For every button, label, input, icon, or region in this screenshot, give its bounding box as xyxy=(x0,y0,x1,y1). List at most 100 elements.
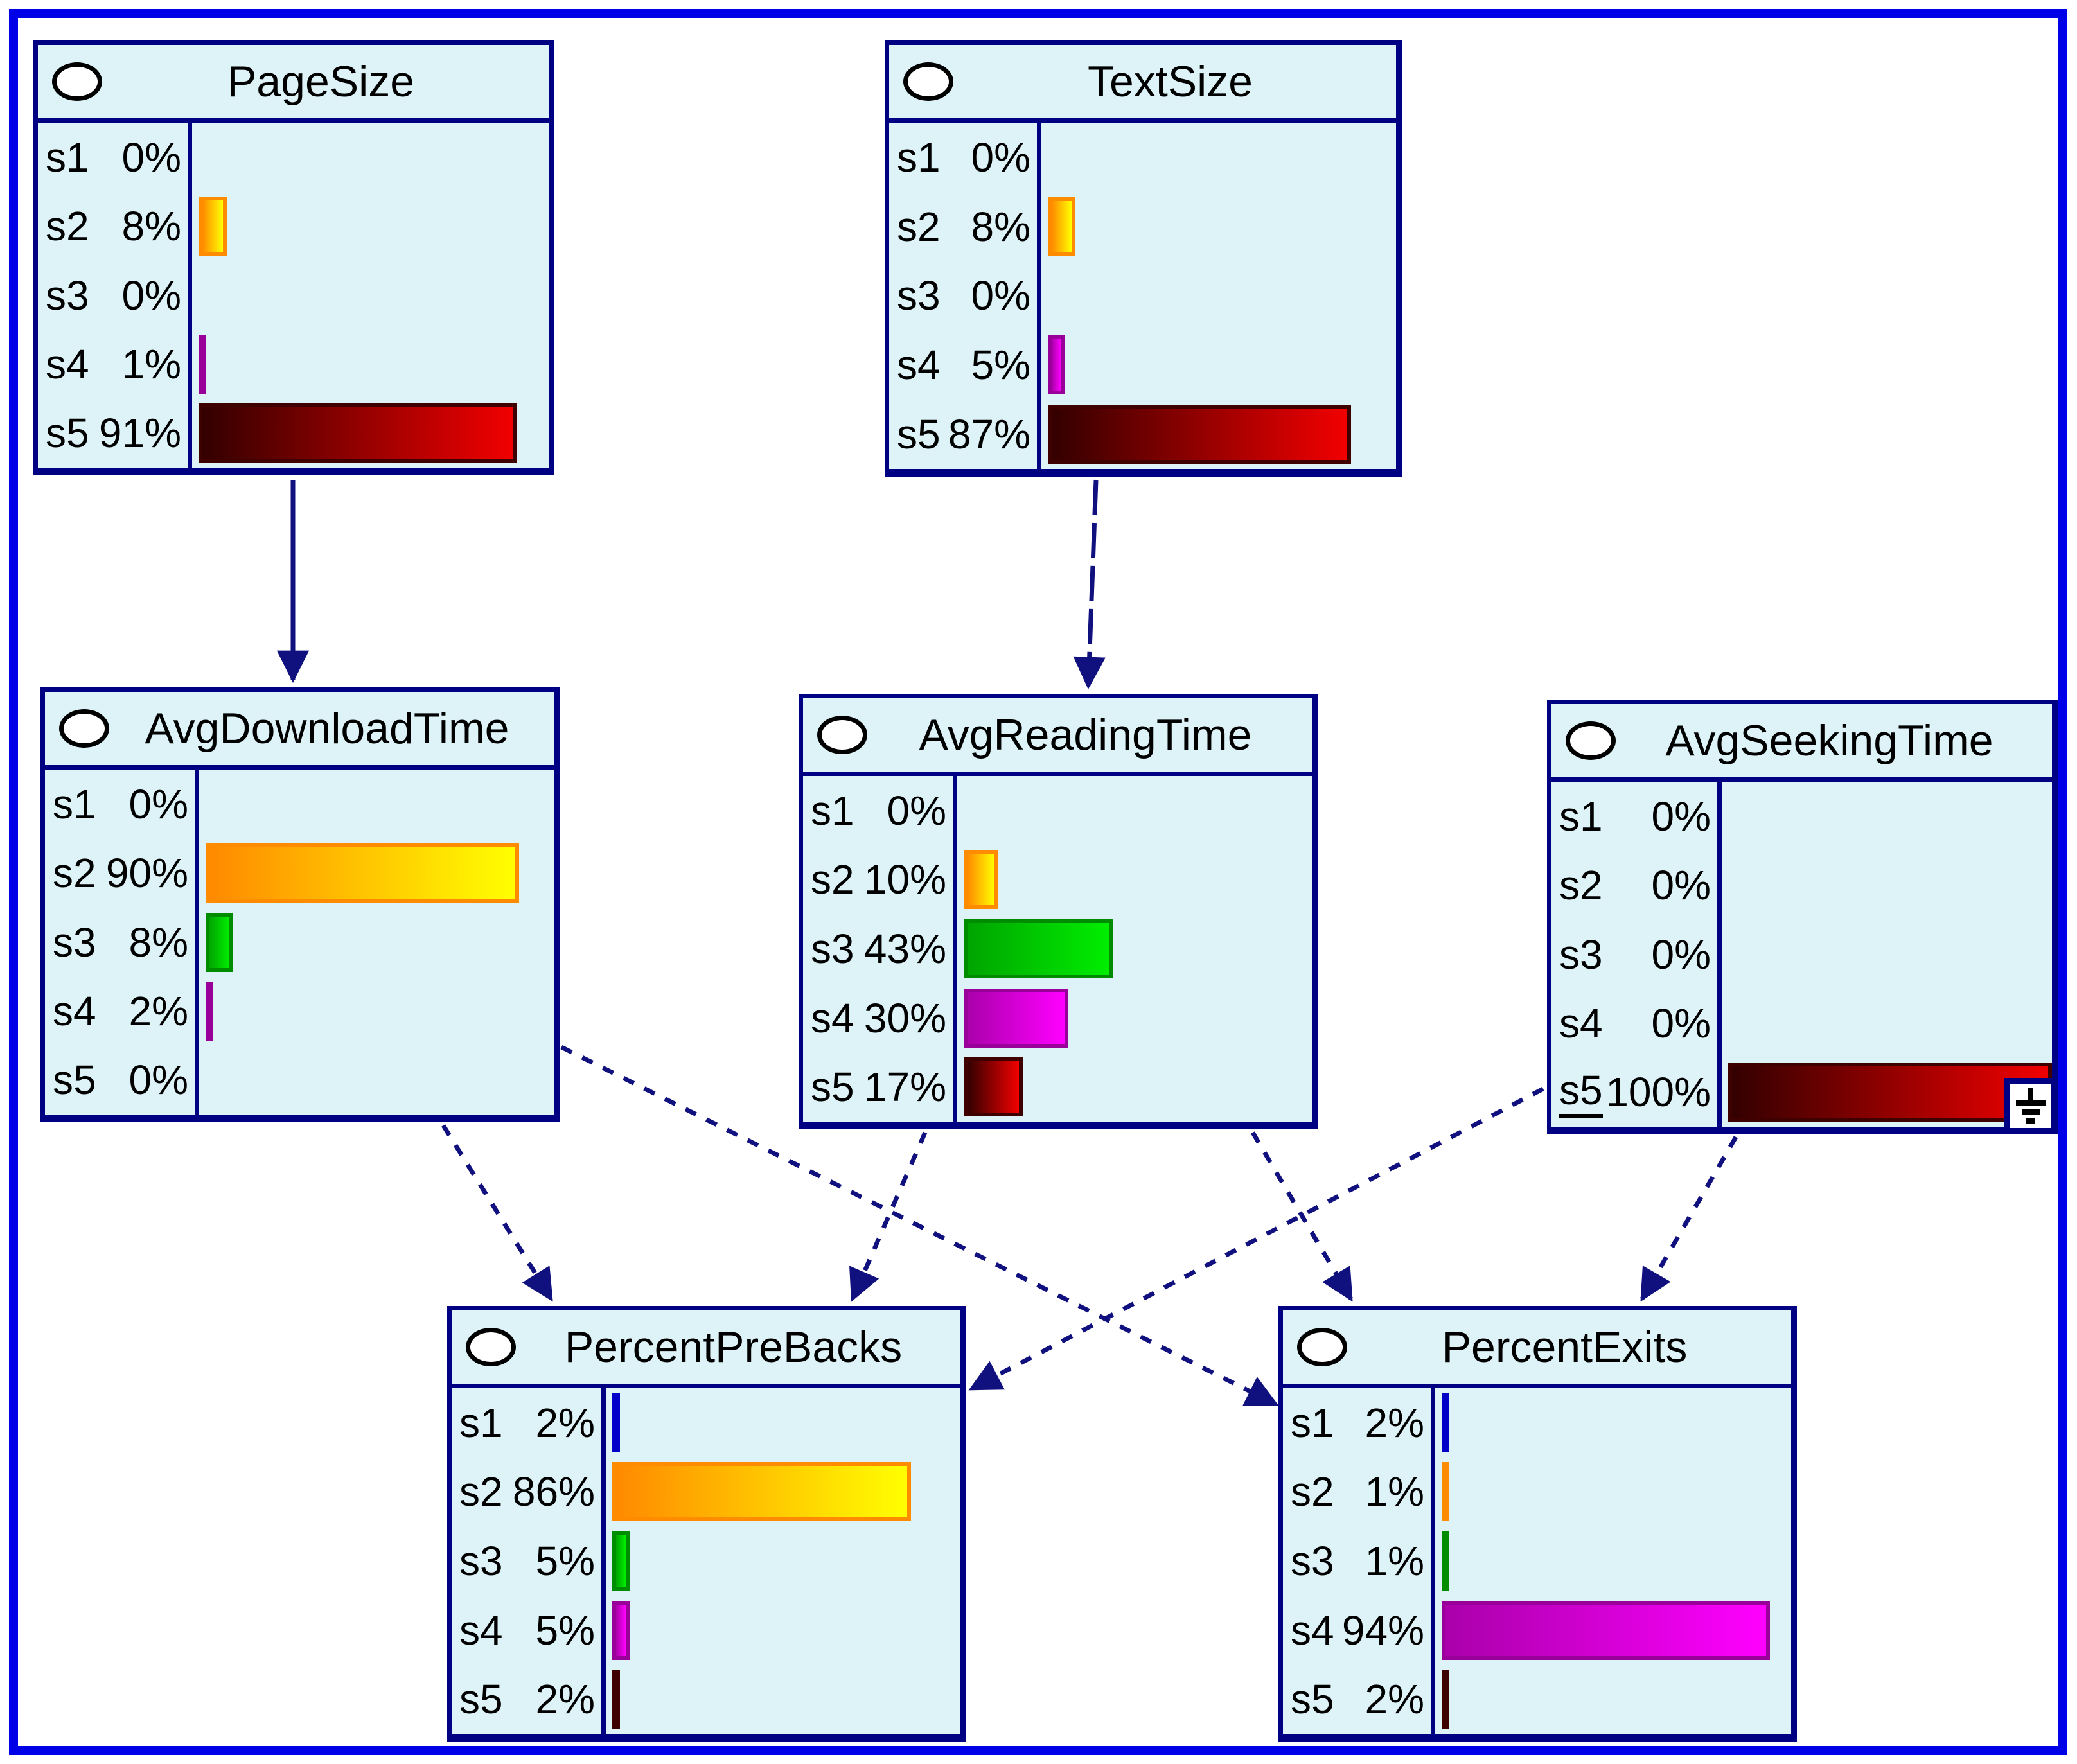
bar-row-s3[interactable] xyxy=(606,1526,960,1596)
state-row-s2[interactable]: s2 1% xyxy=(1283,1458,1431,1527)
probability-bar-s2[interactable] xyxy=(1048,197,1076,256)
bar-row-s3[interactable] xyxy=(192,261,549,330)
state-row-s2[interactable]: s2 0% xyxy=(1551,851,1717,919)
bar-row-s4[interactable] xyxy=(199,976,554,1045)
state-row-s5[interactable]: s5 2% xyxy=(1283,1664,1431,1734)
state-row-s4[interactable]: s4 1% xyxy=(38,330,188,398)
state-row-s5[interactable]: s5 2% xyxy=(452,1664,601,1734)
probability-bar-s4[interactable] xyxy=(199,334,206,394)
state-row-s4[interactable]: s4 30% xyxy=(803,983,953,1053)
node-textsize[interactable]: TextSize s1 0% s2 8% s3 0% s4 5% s5 87% xyxy=(885,40,1402,477)
probability-bar-s2[interactable] xyxy=(199,197,227,256)
node-avgreadingtime[interactable]: AvgReadingTime s1 0% s2 10% s3 43% s4 30% s5 17% xyxy=(799,694,1318,1129)
bar-row-s2[interactable] xyxy=(1435,1458,1791,1527)
node-pagesize[interactable]: PageSize s1 0% s2 8% s3 0% s4 1% s5 91% xyxy=(33,40,554,475)
bar-row-s4[interactable] xyxy=(957,983,1312,1053)
bar-row-s2[interactable] xyxy=(199,838,554,907)
probability-bar-s5[interactable] xyxy=(199,403,517,463)
bar-row-s5[interactable] xyxy=(199,1046,554,1115)
bar-row-s2[interactable] xyxy=(192,191,549,260)
bar-row-s3[interactable] xyxy=(199,908,554,976)
node-percentexits[interactable]: PercentExits s1 2% s2 1% s3 1% s4 94% s5 2% xyxy=(1278,1306,1797,1742)
state-row-s4[interactable]: s4 5% xyxy=(452,1596,601,1665)
probability-bar-s1[interactable] xyxy=(612,1393,620,1452)
state-row-s5[interactable]: s5 87% xyxy=(889,400,1037,469)
probability-bar-s4[interactable] xyxy=(964,988,1068,1048)
probability-bar-s5[interactable] xyxy=(1442,1670,1449,1729)
state-row-s4[interactable]: s4 0% xyxy=(1551,989,1717,1057)
state-row-s2[interactable]: s2 90% xyxy=(45,838,195,907)
probability-bar-s3[interactable] xyxy=(1442,1531,1449,1591)
state-row-s1[interactable]: s1 0% xyxy=(803,776,953,845)
bar-row-s3[interactable] xyxy=(1435,1526,1791,1596)
state-row-s1[interactable]: s1 2% xyxy=(1283,1388,1431,1458)
bar-row-s2[interactable] xyxy=(1041,192,1396,261)
probability-bar-s5[interactable] xyxy=(1048,405,1351,464)
probability-bar-s5[interactable] xyxy=(612,1670,620,1729)
bar-row-s4[interactable] xyxy=(1435,1596,1791,1665)
bar-row-s3[interactable] xyxy=(1041,261,1396,331)
probability-bar-s4[interactable] xyxy=(1048,335,1066,395)
state-row-s3[interactable]: s3 43% xyxy=(803,914,953,983)
bar-row-s3[interactable] xyxy=(957,914,1312,983)
bar-row-s1[interactable] xyxy=(1041,123,1396,192)
state-row-s1[interactable]: s1 0% xyxy=(38,123,188,191)
bar-row-s4[interactable] xyxy=(1722,989,2052,1057)
bar-row-s5[interactable] xyxy=(1435,1664,1791,1734)
state-row-s2[interactable]: s2 86% xyxy=(452,1458,601,1527)
bar-row-s5[interactable] xyxy=(1722,1058,2052,1127)
bar-row-s5[interactable] xyxy=(192,399,549,468)
state-row-s3[interactable]: s3 0% xyxy=(1551,920,1717,989)
bar-row-s4[interactable] xyxy=(606,1596,960,1665)
state-row-s3[interactable]: s3 1% xyxy=(1283,1526,1431,1596)
bar-row-s1[interactable] xyxy=(606,1388,960,1458)
probability-bar-s2[interactable] xyxy=(612,1462,912,1522)
bar-row-s2[interactable] xyxy=(606,1458,960,1527)
bar-row-s5[interactable] xyxy=(606,1664,960,1734)
node-avgdownloadtime[interactable]: AvgDownloadTime s1 0% s2 90% s3 8% s4 2% s5 0% xyxy=(40,687,560,1122)
state-row-s3[interactable]: s3 0% xyxy=(889,261,1037,331)
state-row-s5[interactable]: s5 100% xyxy=(1551,1058,1717,1127)
state-row-s2[interactable]: s2 8% xyxy=(38,191,188,260)
bar-row-s1[interactable] xyxy=(192,123,549,191)
bar-row-s4[interactable] xyxy=(1041,330,1396,400)
bar-row-s1[interactable] xyxy=(199,770,554,838)
state-row-s4[interactable]: s4 2% xyxy=(45,976,195,1045)
bar-row-s1[interactable] xyxy=(1722,782,2052,851)
state-row-s1[interactable]: s1 0% xyxy=(1551,782,1717,851)
bar-row-s2[interactable] xyxy=(1722,851,2052,919)
state-row-s4[interactable]: s4 5% xyxy=(889,330,1037,400)
probability-bar-s2[interactable] xyxy=(964,850,999,910)
bar-row-s5[interactable] xyxy=(957,1052,1312,1122)
probability-bar-s3[interactable] xyxy=(612,1531,630,1591)
node-percentprebacks[interactable]: PercentPreBacks s1 2% s2 86% s3 5% s4 5% s5 2% xyxy=(447,1306,966,1742)
state-row-s2[interactable]: s2 8% xyxy=(889,192,1037,261)
probability-bar-s5[interactable] xyxy=(964,1057,1023,1117)
state-row-s1[interactable]: s1 2% xyxy=(452,1388,601,1458)
state-row-s2[interactable]: s2 10% xyxy=(803,845,953,915)
bar-row-s5[interactable] xyxy=(1041,400,1396,469)
probability-bar-s4[interactable] xyxy=(1442,1600,1771,1660)
probability-bar-s3[interactable] xyxy=(206,912,234,972)
state-row-s5[interactable]: s5 0% xyxy=(45,1046,195,1115)
node-avgseekingtime[interactable]: AvgSeekingTime s1 0% s2 0% s3 0% s4 0% s5 100% xyxy=(1547,700,2058,1134)
state-row-s3[interactable]: s3 0% xyxy=(38,261,188,330)
probability-bar-s1[interactable] xyxy=(1442,1393,1449,1452)
state-row-s5[interactable]: s5 91% xyxy=(38,399,188,468)
state-row-s1[interactable]: s1 0% xyxy=(889,123,1037,192)
state-row-s3[interactable]: s3 5% xyxy=(452,1526,601,1596)
bar-row-s2[interactable] xyxy=(957,845,1312,915)
state-row-s1[interactable]: s1 0% xyxy=(45,770,195,838)
probability-bar-s2[interactable] xyxy=(1442,1462,1449,1522)
probability-bar-s2[interactable] xyxy=(206,843,519,903)
bar-row-s4[interactable] xyxy=(192,330,549,398)
state-row-s5[interactable]: s5 17% xyxy=(803,1052,953,1122)
state-row-s4[interactable]: s4 94% xyxy=(1283,1596,1431,1665)
bar-row-s1[interactable] xyxy=(1435,1388,1791,1458)
bar-row-s1[interactable] xyxy=(957,776,1312,845)
state-row-s3[interactable]: s3 8% xyxy=(45,908,195,976)
bar-row-s3[interactable] xyxy=(1722,920,2052,989)
probability-bar-s4[interactable] xyxy=(612,1600,630,1660)
probability-bar-s3[interactable] xyxy=(964,919,1114,978)
probability-bar-s4[interactable] xyxy=(206,981,213,1041)
